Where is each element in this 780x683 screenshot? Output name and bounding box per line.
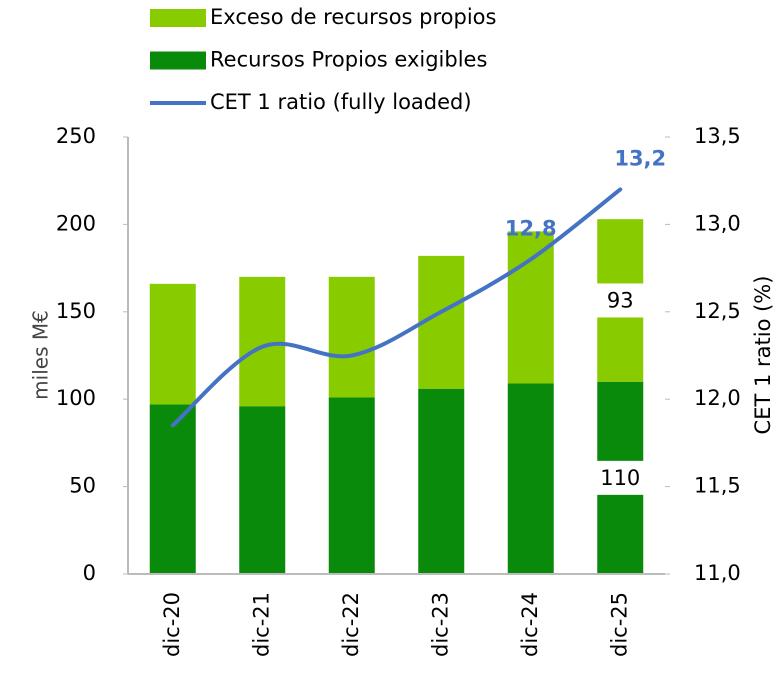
data-label: 110 <box>600 466 640 490</box>
x-tick-label: dic-22 <box>339 592 363 657</box>
bar <box>239 276 286 407</box>
legend-swatch <box>150 51 206 70</box>
line-data-label: 13,2 <box>614 146 666 170</box>
x-tick-label: dic-23 <box>428 592 452 657</box>
legend-swatch <box>150 9 206 27</box>
line-data-label: 12,8 <box>505 216 557 240</box>
y-tick-label: 100 <box>56 386 96 410</box>
legend-label: CET 1 ratio (fully loaded) <box>210 90 472 114</box>
y2-tick-label: 13,0 <box>694 211 741 235</box>
x-tick-label: dic-25 <box>607 592 631 657</box>
y2-tick-label: 12,5 <box>694 299 741 323</box>
data-label: 93 <box>607 288 634 312</box>
data-label-box <box>593 460 648 495</box>
y-tick-label: 200 <box>56 211 96 235</box>
y-axis-title: miles M€ <box>29 310 53 400</box>
bar <box>507 231 554 384</box>
legend-label: Exceso de recursos propios <box>210 5 496 29</box>
line <box>170 187 623 428</box>
y2-tick-label: 13,5 <box>694 124 741 148</box>
x-tick-label: dic-24 <box>518 592 542 657</box>
x-tick-label: dic-21 <box>249 592 273 657</box>
y-tick-label: 0 <box>83 561 96 585</box>
bar <box>328 276 375 398</box>
bar <box>418 388 465 574</box>
bar <box>239 406 286 574</box>
y2-tick-label: 12,0 <box>694 386 741 410</box>
y2-tick-label: 11,5 <box>694 474 741 498</box>
legend-label: Recursos Propios exigibles <box>210 48 487 72</box>
bar <box>149 283 196 405</box>
data-label-box <box>593 283 648 318</box>
y-tick-label: 50 <box>69 474 96 498</box>
y-tick-label: 250 <box>56 124 96 148</box>
y2-tick-label: 11,0 <box>694 561 741 585</box>
bar <box>328 397 375 574</box>
bar <box>507 383 554 574</box>
x-tick-label: dic-20 <box>160 592 184 657</box>
bar <box>149 404 196 574</box>
y2-axis-title: CET 1 ratio (%) <box>751 276 775 435</box>
y-tick-label: 150 <box>56 299 96 323</box>
